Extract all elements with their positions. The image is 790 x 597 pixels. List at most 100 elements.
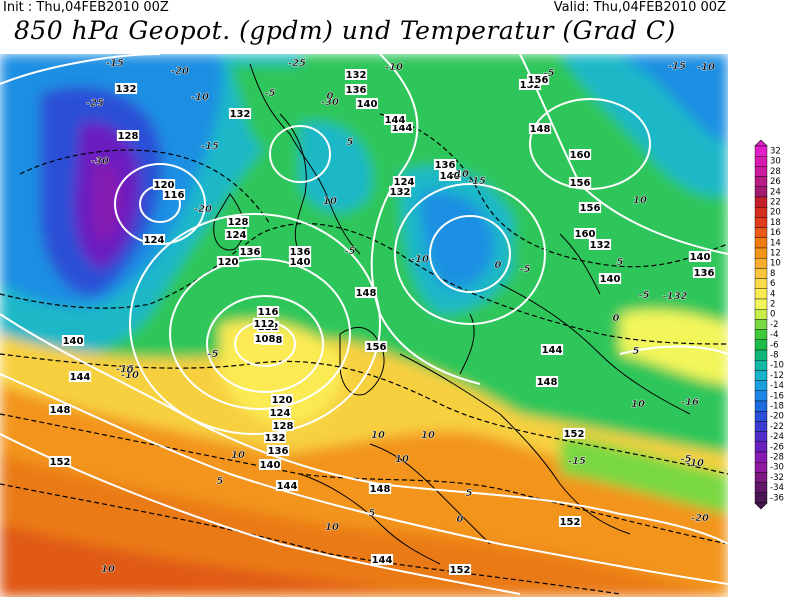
temperature-label: 0: [495, 260, 502, 271]
geopotential-label: 140: [357, 99, 378, 110]
colorbar-label: 10: [770, 259, 781, 269]
geopotential-label: 136: [694, 268, 715, 279]
geopotential-label-box: [288, 256, 312, 267]
geopotential-label: 132: [346, 70, 367, 81]
geopotential-label-box: [526, 74, 550, 85]
colorbar-swatch: [754, 380, 768, 392]
temperature-field: [0, 54, 728, 597]
geopotential-label-box: [392, 176, 416, 187]
geopotential-label-box: [344, 69, 368, 80]
geopotential-label: 144: [542, 345, 563, 356]
geopotential-label-box: [61, 335, 85, 346]
colorbar-label: -18: [770, 402, 784, 412]
geopotential-label: 132: [390, 187, 411, 198]
colorbar-label: -8: [770, 351, 778, 361]
geopotential-label-box: [558, 516, 582, 527]
colorbar-swatch: [754, 166, 768, 177]
temperature-label: -10: [191, 92, 209, 103]
geopotential-label-box: [226, 216, 250, 227]
geopotential-label: 132: [590, 240, 611, 251]
temperature-label: -20: [194, 204, 212, 215]
temperature-label: -15: [568, 456, 586, 467]
colorbar-swatch: [754, 268, 768, 279]
colorbar-swatch: [754, 390, 768, 402]
geopotential-label-box: [268, 407, 292, 418]
colorbar-swatch: [754, 298, 768, 310]
temperature-label: -10: [451, 169, 469, 180]
isotherms: [0, 113, 728, 595]
geopotential-label: 156: [580, 203, 601, 214]
colorbar-label: -2: [770, 320, 778, 330]
colorbar-swatch: [754, 288, 768, 300]
geopotential-label: 136: [290, 247, 311, 258]
colorbar-label: -4: [770, 330, 778, 340]
geopotential-label: 120: [154, 180, 175, 191]
colorbar-label: -24: [770, 432, 784, 442]
colorbar-swatch: [754, 227, 768, 238]
geopotential-isolines: [0, 54, 728, 595]
geopotential-label: 136: [268, 446, 289, 457]
geopotential-label-box: [354, 287, 378, 298]
geopotential-label: 124: [394, 177, 415, 188]
temperature-label: -10: [121, 370, 139, 381]
geopotential-label-box: [598, 273, 622, 284]
colorbar-label: 8: [770, 269, 775, 279]
geopotential-label: 124: [226, 230, 247, 241]
colorbar-swatch: [754, 359, 768, 371]
geopotential-label-box: [364, 341, 388, 352]
geopotential-label: 140: [440, 171, 461, 182]
geopotential-label: 132: [265, 433, 286, 444]
geopotential-label: 148: [370, 484, 391, 495]
coastlines: [213, 63, 691, 565]
geopotential-label: 160: [570, 150, 591, 161]
colorbar-swatch: [754, 217, 768, 228]
geopotential-label: 144: [70, 372, 91, 383]
temperature-label: -10: [385, 62, 403, 73]
temperature-label: -5: [344, 246, 355, 257]
geopotential-label: 148: [356, 288, 377, 299]
geopotential-label-box: [216, 256, 240, 267]
temperature-label: 0: [457, 514, 464, 525]
geopotential-label-box: [578, 202, 602, 213]
geopotential-label-box: [162, 189, 186, 200]
geopotential-label-box: [256, 306, 280, 317]
temperature-label: 5: [617, 257, 624, 268]
valid-time-label: Valid: Thu,04FEB2010 00Z: [553, 0, 726, 15]
colorbar-label: 0: [770, 310, 775, 320]
colorbar-label: 32: [770, 147, 781, 157]
colorbar-swatch: [754, 339, 768, 351]
colorbar-swatch: [754, 278, 768, 290]
geopotential-label: 112: [254, 319, 275, 330]
geopotential-label-box: [68, 371, 92, 382]
geopotential-label: 132: [230, 109, 251, 120]
colorbar-swatch: [754, 156, 768, 167]
geopotential-label-box: [368, 483, 392, 494]
geopotential-label: 140: [600, 274, 621, 285]
colorbar-swatch: [754, 421, 768, 432]
temperature-labels: -15-20-25-30-10 -5-15-20-25-30-10-50510-5…: [86, 58, 716, 575]
geopotential-label-box: [238, 246, 262, 257]
geopotential-label: 160: [575, 229, 596, 240]
geopotential-label-box: [228, 108, 252, 119]
colorbar-swatch: [754, 329, 768, 341]
temperature-label: -15: [468, 176, 486, 187]
colorbar-label: -10: [770, 361, 784, 371]
colorbar-bottom-arrow: [754, 502, 768, 510]
geopotential-label-box: [388, 186, 412, 197]
colorbar-label: -36: [770, 493, 784, 503]
colorbar-swatch: [754, 400, 768, 412]
geopotential-label: 140: [690, 252, 711, 263]
geopotential-label-box: [48, 404, 72, 415]
geopotential-label: 144: [392, 123, 413, 134]
colorbar-swatch: [754, 247, 768, 259]
geopotential-label-box: [568, 177, 592, 188]
temperature-label: 0: [127, 365, 134, 376]
temperature-label: 10: [325, 522, 339, 533]
geopotential-label: 148: [537, 377, 558, 388]
colorbar-label: 30: [770, 157, 781, 167]
geopotential-label-box: [142, 234, 166, 245]
temperature-label: 10: [231, 450, 245, 461]
colorbar-label: -22: [770, 422, 784, 432]
geopotential-label: 152: [450, 565, 471, 576]
colorbar-label: 26: [770, 177, 781, 187]
